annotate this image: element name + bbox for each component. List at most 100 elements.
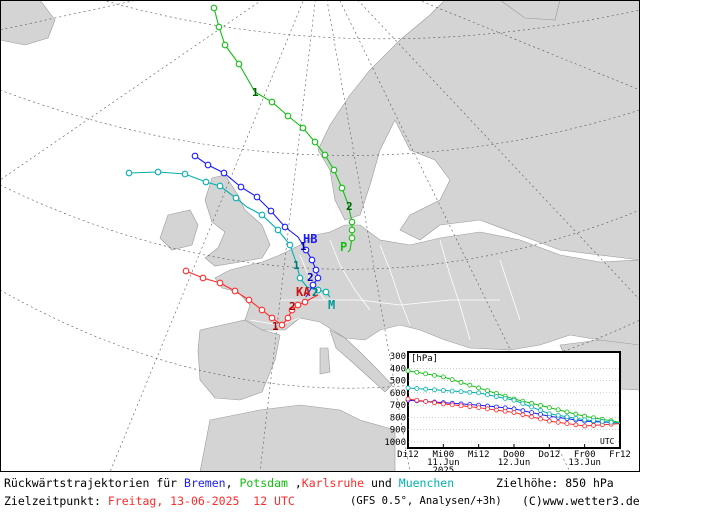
caption-panel: Rückwärtstrajektorien für Bremen, Potsda… (0, 472, 640, 513)
inset-y-tick-label: 300 (390, 352, 406, 362)
trajectory-point (288, 306, 296, 314)
inset-series-point (529, 410, 535, 415)
caption-comma-2: , (294, 476, 302, 490)
inset-series-point (573, 422, 579, 428)
trajectory-point (181, 170, 189, 178)
trajectory-point (231, 287, 239, 295)
land-north-coast (499, 0, 561, 21)
trajectory-point (274, 226, 282, 234)
country-borders (249, 239, 521, 341)
inset-y-tick-label: 400 (390, 364, 406, 374)
inset-series-point (440, 387, 446, 393)
inset-series-point (449, 388, 455, 394)
inset-year-label: 2025 (432, 466, 454, 472)
trajectory-point (245, 296, 253, 304)
inset-series-point (405, 385, 411, 391)
trajectory-point (220, 169, 228, 177)
latitude-line-1 (101, 0, 640, 40)
inset-series-point (502, 395, 508, 401)
trajectory-point (235, 60, 243, 68)
inset-x-tick-label: Mi12 (468, 450, 490, 460)
trajectory-point (296, 274, 304, 282)
trajectory-point (268, 98, 276, 106)
trajectory-potsdam-markers (210, 4, 356, 242)
trajectory-point (221, 41, 229, 49)
inset-y-tick-label: 700 (390, 401, 406, 411)
border-1 (299, 254, 326, 301)
inset-y-label: [hPa] (411, 354, 438, 364)
trajectory-point (204, 161, 212, 169)
trajectory-karlsruhe-markers (182, 267, 309, 329)
inset-series-point (458, 403, 464, 409)
inset-series-point (432, 372, 437, 378)
inset-series-point (546, 405, 552, 411)
border-7 (499, 259, 521, 321)
target-height-label: Zielhöhe: (496, 476, 559, 490)
inset-series-point (405, 368, 411, 374)
inset-series-point (582, 417, 588, 423)
caption-row-1: Rückwärtstrajektorien für Bremen, Potsda… (4, 474, 614, 492)
trajectory-point (232, 194, 240, 202)
trajectory-bremen: 1 2 (191, 152, 322, 298)
trajectory-point (267, 207, 275, 215)
target-time-label: Zielzeitpunkt: (4, 494, 101, 508)
inset-series-point (414, 397, 420, 403)
trajectory-point (216, 279, 224, 287)
trajectory-point (268, 314, 276, 322)
border-3 (379, 244, 411, 326)
inset-series-point (555, 419, 561, 425)
city-label-karlsruhe: KA (296, 285, 311, 299)
trajectory-point (312, 266, 320, 274)
trajectory-point (253, 193, 261, 201)
land-north-africa (199, 404, 396, 472)
caption-karlsruhe: Karlsruhe (301, 476, 365, 490)
city-labels: HB P KA M (296, 232, 347, 312)
trajectory-potsdam-day-1: 1 (252, 86, 259, 99)
trajectory-bremen-markers (191, 152, 322, 289)
trajectory-point (284, 314, 292, 322)
inset-series-point (546, 418, 552, 424)
city-label-bremen: HB (303, 232, 317, 246)
inset-series-point (423, 399, 429, 404)
inset-series-point (432, 400, 437, 406)
inset-series-point (476, 385, 482, 391)
trajectory-point (294, 301, 302, 309)
inset-series-point (520, 412, 526, 418)
inset-series-point (467, 389, 473, 395)
land-ireland (159, 209, 199, 251)
trajectory-point (348, 234, 356, 242)
trajectory-point (314, 274, 322, 282)
trajectory-point (284, 112, 292, 120)
land-scandinavia (317, 0, 640, 261)
land-masses (0, 0, 640, 472)
caption-comma-1: , (225, 476, 233, 490)
trajectory-point (330, 166, 338, 174)
caption-row-2: Zielzeitpunkt: Freitag, 13-06-2025 12 UT… (4, 492, 640, 510)
inset-x-sub-label: 13.Jun (568, 458, 601, 468)
inset-series-point (538, 411, 543, 417)
inset-series-point (432, 387, 437, 393)
inset-y-tick-label: 600 (390, 389, 406, 399)
copyright: (C)www.wetter3.de (522, 494, 640, 508)
trajectory-potsdam-day-2: 2 (346, 200, 353, 213)
longitude-line-3 (259, 0, 316, 472)
inset-series-point (493, 407, 499, 413)
trajectory-potsdam: 1 2 (210, 4, 356, 253)
land-italy (329, 329, 393, 393)
city-label-muenchen: M (328, 298, 335, 312)
inset-series-point (599, 419, 605, 424)
trajectory-point (191, 152, 199, 160)
trajectory-point (216, 182, 224, 190)
trajectory-point (154, 168, 162, 176)
trajectories: 1 2 1 2 (125, 4, 356, 333)
inset-series-point (555, 412, 561, 418)
inset-series-point (582, 423, 588, 429)
trajectory-point (258, 306, 266, 314)
inset-series-point (414, 386, 420, 391)
inset-series-point (449, 377, 455, 383)
city-label-potsdam: P (340, 240, 347, 254)
inset-x-sub-label: 12.Jun (498, 458, 531, 468)
inset-grid (408, 368, 620, 443)
target-height: Zielhöhe: 850 hPa (496, 474, 614, 492)
pressure-inset-chart: 300 400 500 600 700 800 900 1000 Di12 Mi00 Mi12 Do… (384, 351, 631, 472)
